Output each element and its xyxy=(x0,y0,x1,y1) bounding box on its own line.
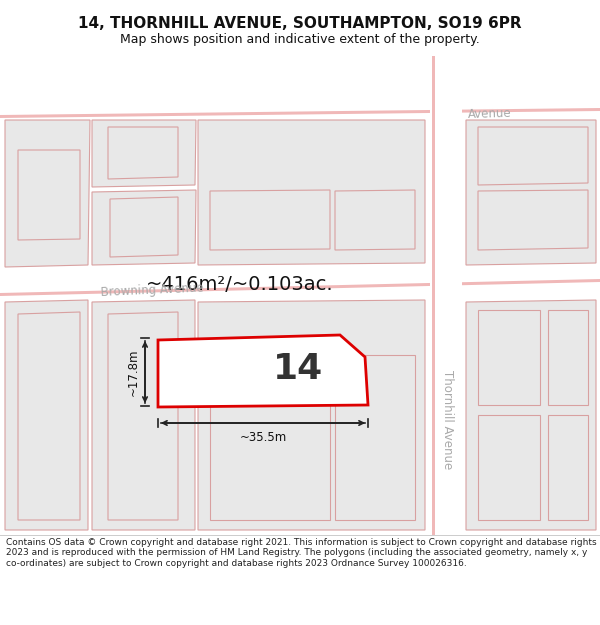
Polygon shape xyxy=(478,415,540,520)
Text: ~416m²/~0.103ac.: ~416m²/~0.103ac. xyxy=(146,276,334,294)
Polygon shape xyxy=(92,190,196,265)
Polygon shape xyxy=(466,120,596,265)
Polygon shape xyxy=(92,120,196,187)
Text: Thornhill Avenue: Thornhill Avenue xyxy=(440,371,454,469)
Polygon shape xyxy=(548,415,588,520)
Polygon shape xyxy=(198,300,425,530)
Polygon shape xyxy=(430,56,462,535)
Polygon shape xyxy=(110,197,178,257)
Text: 14, THORNHILL AVENUE, SOUTHAMPTON, SO19 6PR: 14, THORNHILL AVENUE, SOUTHAMPTON, SO19 … xyxy=(78,16,522,31)
Polygon shape xyxy=(198,120,425,265)
Polygon shape xyxy=(18,312,80,520)
Polygon shape xyxy=(0,108,600,118)
Polygon shape xyxy=(335,355,415,520)
Polygon shape xyxy=(108,127,178,179)
Polygon shape xyxy=(92,300,195,530)
Text: Map shows position and indicative extent of the property.: Map shows position and indicative extent… xyxy=(120,33,480,46)
Polygon shape xyxy=(18,150,80,240)
Polygon shape xyxy=(0,265,600,297)
Polygon shape xyxy=(5,120,90,267)
Polygon shape xyxy=(0,279,600,296)
Polygon shape xyxy=(5,300,88,530)
Polygon shape xyxy=(335,190,415,250)
Polygon shape xyxy=(210,355,330,520)
Polygon shape xyxy=(478,190,588,250)
Polygon shape xyxy=(548,310,588,405)
Polygon shape xyxy=(108,312,178,520)
Text: Contains OS data © Crown copyright and database right 2021. This information is : Contains OS data © Crown copyright and d… xyxy=(6,538,596,568)
Text: ~17.8m: ~17.8m xyxy=(127,348,140,396)
Polygon shape xyxy=(158,335,368,407)
Polygon shape xyxy=(0,103,600,120)
Polygon shape xyxy=(432,56,435,535)
Text: 14: 14 xyxy=(272,352,323,386)
Polygon shape xyxy=(478,127,588,185)
Polygon shape xyxy=(478,310,540,405)
Text: Avenue: Avenue xyxy=(468,107,512,121)
Text: ~35.5m: ~35.5m xyxy=(239,431,287,444)
Polygon shape xyxy=(466,300,596,530)
Polygon shape xyxy=(210,190,330,250)
Text: Browning Avenue: Browning Avenue xyxy=(100,281,203,299)
